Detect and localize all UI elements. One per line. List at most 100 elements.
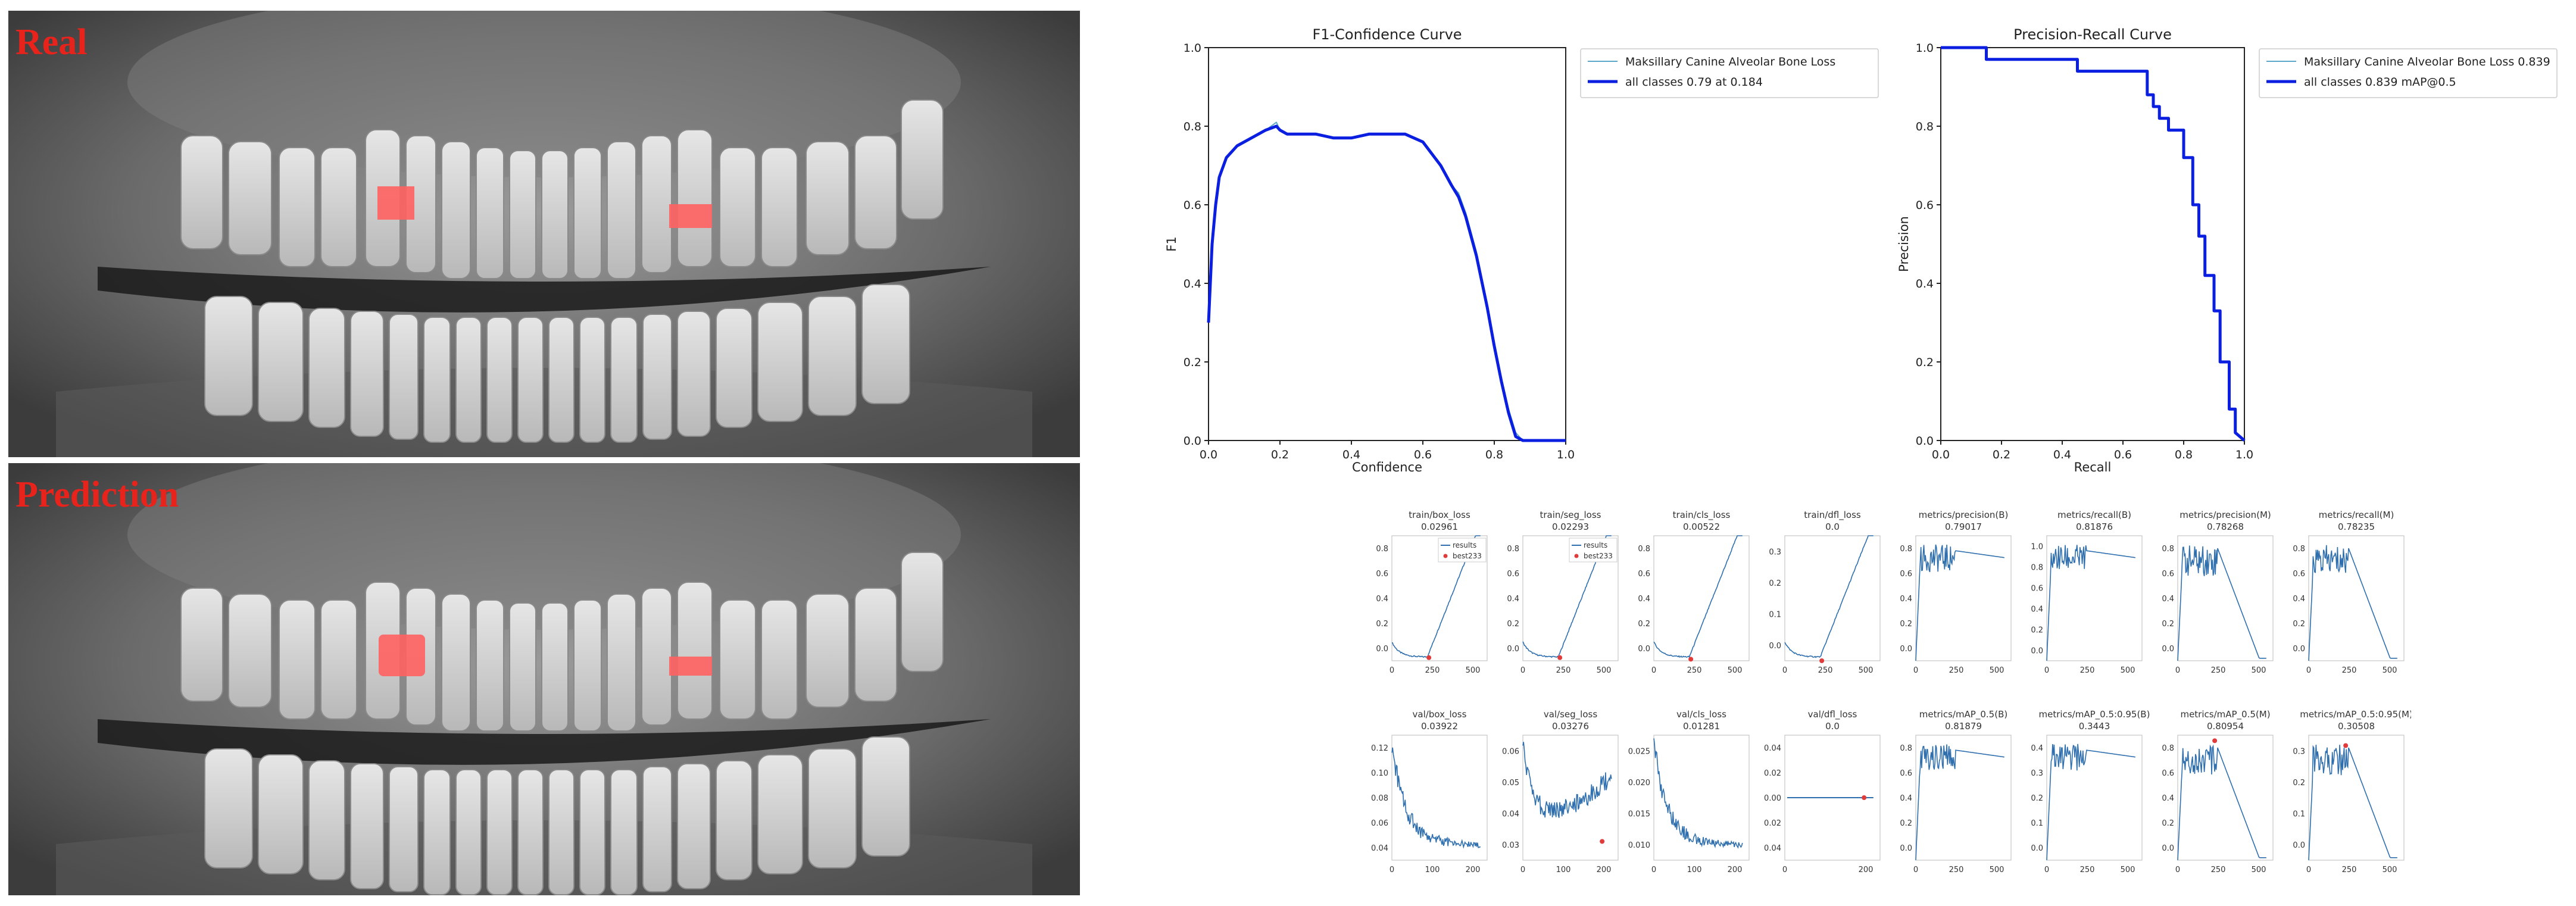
metric-ytick-label: 0.025 — [1628, 747, 1650, 756]
metric-xtick-label: 0 — [2044, 666, 2049, 675]
metric-plot-frame — [2308, 535, 2405, 661]
metric-plot-frame — [2046, 735, 2143, 861]
metric-ytick-label: 0.02 — [1764, 819, 1781, 828]
metric-ytick-label: 0.1 — [2031, 819, 2043, 828]
pr-series-line — [1941, 47, 2245, 441]
metric-plot-frame — [1391, 735, 1488, 861]
f1-legend-label: all classes 0.79 at 0.184 — [1625, 76, 1763, 89]
metric-best-marker — [1426, 655, 1432, 660]
metric-ytick-label: 0.0 — [1900, 844, 1912, 853]
metric-ytick-label: 0.1 — [1769, 610, 1781, 619]
metric-ytick-label: 1.0 — [2031, 543, 2043, 552]
metric-title: metrics/mAP_0.5(B) — [1919, 709, 2007, 720]
pr-ylabel: Precision — [1897, 216, 1911, 272]
pr-ytick-label: 1.0 — [1916, 42, 1934, 55]
metric-xtick-label: 100 — [1425, 866, 1440, 874]
metric-plot-frame — [1391, 535, 1488, 661]
pr-ytick-label: 0.2 — [1916, 356, 1934, 369]
metric-xtick-label: 500 — [1990, 866, 2004, 874]
metric-ytick-label: 0.4 — [1900, 595, 1912, 604]
metric-ytick-label: 0.0 — [1638, 645, 1650, 654]
metric-value: 0.3443 — [2079, 721, 2110, 732]
metric-xtick-label: 250 — [2080, 666, 2095, 675]
metric-value: 0.0 — [1825, 521, 1840, 532]
metric-ytick-label: 0.05 — [1502, 779, 1519, 788]
metric-ytick-label: 0.8 — [1900, 545, 1912, 554]
pr-xtick-label: 0.2 — [1993, 448, 2010, 461]
metric-ytick-label: 0.6 — [2162, 769, 2174, 778]
metric-ytick-label: 0.0 — [2031, 844, 2043, 853]
pr-legend — [2259, 48, 2558, 98]
metric-ytick-label: 0.6 — [1900, 570, 1912, 579]
metric-title: val/dfl_loss — [1808, 709, 1857, 720]
metric-value: 0.78235 — [2338, 521, 2375, 532]
metric-legend-swatch — [1574, 554, 1579, 558]
metric-xtick-label: 0 — [1520, 666, 1525, 675]
metric-plot-frame — [1915, 735, 2012, 861]
pr-xtick-label: 0.8 — [2175, 448, 2193, 461]
f1-xtick-label: 0.6 — [1414, 448, 1432, 461]
metric-ytick-label: 0.12 — [1371, 744, 1388, 753]
metric-xtick-label: 250 — [1818, 666, 1833, 675]
metric-title: metrics/mAP_0.5:0.95(B) — [2039, 709, 2150, 720]
pr-legend-label: Maksillary Canine Alveolar Bone Loss 0.8… — [2304, 55, 2550, 68]
metric-series-line — [1653, 738, 1743, 849]
metric-ytick-label: 0.8 — [2031, 564, 2043, 573]
metric-value: 0.03276 — [1552, 721, 1589, 732]
metric-xtick-label: 250 — [1556, 666, 1571, 675]
metric-xtick-label: 500 — [2383, 866, 2397, 874]
precision-recall-chart: Precision-Recall Curve 0.0 0.2 0.4 0.6 0.8 1.0… — [1897, 26, 2558, 474]
metric-legend-label: results — [1584, 541, 1607, 549]
metric-legend — [1569, 538, 1618, 563]
metric-title: val/cls_loss — [1676, 709, 1726, 720]
metric-ytick-label: 0.0 — [1507, 645, 1519, 654]
metric-value: 0.81876 — [2076, 521, 2113, 532]
metric-ytick-label: 0.4 — [2293, 595, 2305, 604]
metric-ytick-label: 0.4 — [2162, 794, 2174, 803]
metric-xtick-label: 500 — [2383, 666, 2397, 675]
metric-series-line — [1915, 744, 2004, 861]
pr-ytick-label: 0.4 — [1916, 277, 1934, 290]
metric-xtick-label: 200 — [1728, 866, 1743, 874]
metric-title: train/box_loss — [1409, 510, 1470, 521]
xray-real-panel: Real — [8, 11, 1080, 457]
metric-ytick-label: 0.02 — [1764, 769, 1781, 778]
metric-plot-frame — [1784, 735, 1881, 861]
metric-ytick-label: 0.2 — [1769, 579, 1781, 588]
pr-xtick-label: 0.4 — [2053, 448, 2071, 461]
metric-value: 0.80954 — [2207, 721, 2244, 732]
metric-title: val/seg_loss — [1544, 709, 1598, 720]
f1-ytick-label: 0.8 — [1184, 120, 1201, 133]
metric-ytick-label: 0.4 — [1900, 794, 1912, 803]
metric-ytick-label: 0.0 — [2293, 645, 2305, 654]
metric-best-marker — [1862, 795, 1867, 800]
metric-ytick-label: 0.2 — [1638, 620, 1650, 629]
pr-frame — [1940, 47, 2245, 441]
metric-ytick-label: 0.2 — [2293, 779, 2305, 788]
metric-series-line — [2308, 545, 2397, 661]
metric-xtick-label: 0 — [1782, 666, 1787, 675]
metric-xtick-label: 500 — [2252, 666, 2266, 675]
metric-series-line — [2046, 743, 2135, 861]
metric-ytick-label: 0.1 — [2293, 810, 2305, 818]
xray-prediction-panel: Prediction — [8, 463, 1080, 895]
prediction-label: Prediction — [15, 474, 179, 515]
f1-confidence-chart: F1-Confidence Curve 0.0 0.2 0.4 0.6 0.8 1.0 0.0… — [1164, 26, 1879, 474]
metric-ytick-label: 0.0 — [1376, 645, 1388, 654]
metric-title: metrics/precision(B) — [1919, 510, 2009, 520]
metric-ytick-label: 0.3 — [2031, 769, 2043, 778]
f1-xtick-label: 0.0 — [1200, 448, 1217, 461]
metric-ytick-label: 0.10 — [1371, 769, 1388, 778]
metric-xtick-label: 250 — [1949, 866, 1964, 874]
metric-xtick-label: 100 — [1687, 866, 1702, 874]
metric-ytick-label: 0.6 — [2031, 585, 2043, 593]
metric-plot-frame — [1522, 735, 1619, 861]
metric-ytick-label: 0.04 — [1764, 744, 1781, 753]
metric-ytick-label: 0.6 — [1900, 769, 1912, 778]
panoramic-xray-prediction — [8, 463, 1080, 895]
metric-ytick-label: 0.06 — [1371, 819, 1388, 828]
metric-ytick-label: 0.04 — [1371, 844, 1388, 853]
metric-legend-label: best233 — [1584, 552, 1613, 560]
metric-ytick-label: 0.2 — [2031, 794, 2043, 803]
